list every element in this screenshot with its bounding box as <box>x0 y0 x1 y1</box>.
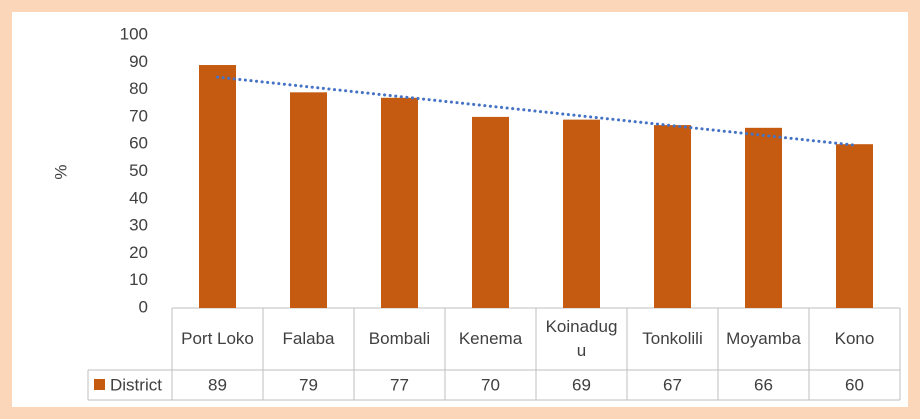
y-tick-label: 60 <box>129 134 148 153</box>
x-tick-cell: Falaba <box>282 329 335 348</box>
y-tick-label: 70 <box>129 106 148 125</box>
y-tick-label: 50 <box>129 161 148 180</box>
x-tick-cell: Kenema <box>458 329 523 348</box>
y-tick-label: 80 <box>129 79 148 98</box>
table-value: 60 <box>845 375 864 394</box>
table-value: 67 <box>663 375 682 394</box>
legend-swatch <box>94 379 105 390</box>
x-tick-label: Falaba <box>282 329 335 348</box>
table-value: 66 <box>754 375 773 394</box>
x-tick-label: Kono <box>834 329 875 348</box>
y-tick-label: 0 <box>139 297 148 316</box>
x-tick-label: Koinadugu <box>545 317 618 360</box>
bar <box>472 116 509 309</box>
bar <box>654 125 691 308</box>
y-tick-label: 40 <box>129 188 148 207</box>
x-tick-cell: Moyamba <box>726 329 801 348</box>
bar <box>563 119 600 308</box>
y-tick-label: 30 <box>129 216 148 235</box>
table-value: 77 <box>390 375 409 394</box>
table-value: 89 <box>208 375 227 394</box>
table-value: 70 <box>481 375 500 394</box>
x-tick-label: Port Loko <box>181 329 254 348</box>
trendline <box>216 75 856 147</box>
bar <box>745 127 782 308</box>
y-tick-label: 10 <box>129 270 148 289</box>
bar <box>836 144 873 308</box>
bar <box>199 65 236 308</box>
bar <box>290 92 327 308</box>
x-tick-cell: Koinadugu <box>545 317 618 360</box>
legend-label: District <box>110 375 162 394</box>
x-tick-label: Bombali <box>368 329 431 348</box>
table-value: 69 <box>572 375 591 394</box>
x-tick-label: Tonkolili <box>642 329 703 348</box>
x-tick-label: Moyamba <box>726 329 801 348</box>
table-value: 79 <box>299 375 318 394</box>
x-tick-cell: Tonkolili <box>642 329 703 348</box>
y-tick-label: 100 <box>120 24 148 43</box>
x-tick-cell: Bombali <box>368 329 431 348</box>
x-tick-cell: Port Loko <box>181 329 254 348</box>
x-tick-label: Kenema <box>458 329 523 348</box>
y-axis-label: % <box>51 164 70 179</box>
x-tick-cell: Kono <box>834 329 875 348</box>
y-tick-label: 90 <box>129 52 148 71</box>
y-tick-label: 20 <box>129 243 148 262</box>
bar <box>381 97 418 308</box>
